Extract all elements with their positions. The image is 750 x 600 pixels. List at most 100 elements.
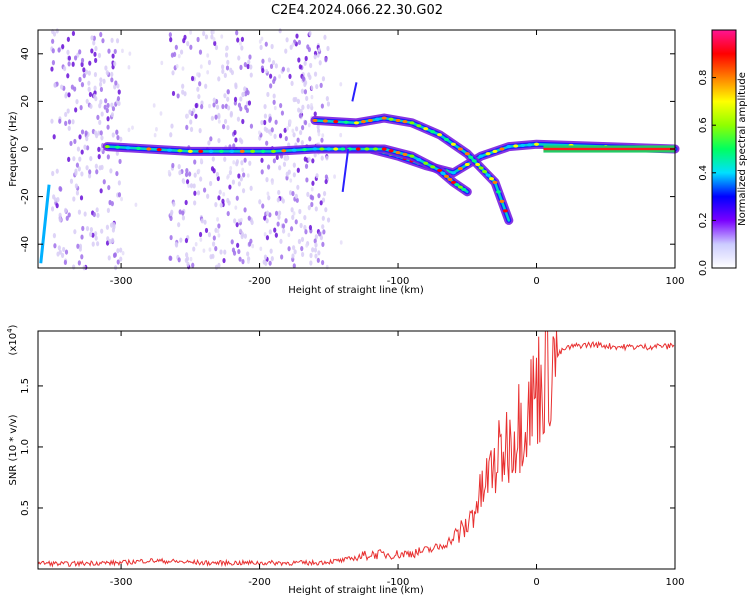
noise-speckle: [277, 189, 281, 196]
noise-speckle: [274, 119, 278, 125]
noise-speckle: [64, 249, 69, 255]
noise-speckle: [116, 135, 120, 141]
noise-speckle: [217, 137, 221, 144]
noise-speckle: [53, 197, 58, 203]
noise-speckle: [234, 205, 238, 210]
noise-speckle: [237, 218, 241, 223]
snr-y-tick-label: 1.5: [20, 378, 31, 394]
noise-speckle: [269, 131, 273, 136]
noise-speckle: [211, 241, 216, 247]
noise-speckle: [339, 132, 343, 138]
noise-speckle: [63, 259, 67, 266]
track-blob: [471, 159, 477, 163]
snr-scale-prefix: (x10: [8, 333, 19, 356]
snr-panel: -300 -200 -100 0 100 0.5 1.0 1.5 Height of str…: [6, 324, 685, 596]
noise-speckle: [181, 215, 186, 221]
noise-speckle: [55, 168, 59, 174]
noise-speckle: [231, 179, 235, 185]
noise-speckle: [98, 103, 102, 109]
noise-speckle: [192, 183, 196, 189]
noise-speckle: [217, 262, 221, 268]
noise-speckle: [96, 212, 100, 218]
noise-speckle: [223, 72, 227, 78]
noise-speckle: [299, 129, 303, 136]
noise-speckle: [99, 99, 103, 105]
noise-speckle: [321, 215, 325, 221]
noise-speckle: [219, 249, 223, 255]
edge-streak: [39, 184, 51, 264]
noise-speckle: [285, 37, 289, 43]
noise-speckle: [69, 178, 74, 184]
noise-speckle: [273, 227, 277, 233]
noise-speckle: [181, 210, 185, 216]
noise-speckle: [218, 189, 222, 195]
noise-speckle: [217, 233, 221, 238]
noise-speckle: [85, 98, 89, 104]
noise-speckle: [110, 112, 115, 118]
noise-speckle: [60, 252, 65, 258]
noise-speckle: [74, 107, 78, 113]
noise-speckle: [78, 246, 82, 252]
noise-speckle: [273, 76, 277, 82]
noise-speckle: [325, 264, 329, 270]
noise-speckle: [89, 103, 93, 109]
noise-speckle: [294, 96, 298, 103]
noise-speckle: [85, 225, 90, 232]
noise-speckle: [209, 254, 213, 260]
noise-speckle: [121, 250, 125, 256]
noise-speckle: [290, 80, 294, 87]
noise-speckle: [279, 102, 283, 109]
noise-speckle: [99, 86, 104, 93]
track-blob: [485, 152, 491, 156]
noise-speckle: [303, 89, 308, 95]
noise-speckle: [159, 111, 163, 116]
noise-speckle: [97, 130, 101, 136]
noise-speckle: [67, 61, 71, 67]
noise-speckle: [293, 249, 297, 255]
noise-speckle: [64, 111, 68, 118]
noise-speckle: [102, 78, 106, 84]
noise-speckle: [287, 246, 291, 252]
noise-speckle: [67, 119, 72, 125]
track-blob: [495, 190, 501, 194]
noise-speckle: [233, 96, 238, 103]
noise-speckle: [320, 137, 324, 143]
track-blob: [319, 147, 325, 151]
noise-speckle: [265, 235, 270, 241]
noise-speckle: [67, 92, 71, 98]
noise-speckle: [292, 211, 296, 216]
noise-speckle: [226, 89, 230, 95]
track-blob: [373, 147, 379, 151]
noise-speckle: [58, 212, 62, 218]
noise-speckle: [243, 86, 247, 92]
noise-speckle: [243, 61, 247, 68]
noise-speckle: [105, 107, 109, 114]
noise-speckle: [75, 162, 80, 168]
spectrogram-y-tick-label: 20: [20, 95, 31, 108]
noise-speckle: [67, 212, 71, 218]
noise-speckle: [235, 161, 239, 167]
spectrogram-y-label: Frequency (Hz): [8, 111, 19, 187]
noise-speckle: [170, 123, 174, 129]
track-blob: [360, 120, 366, 124]
noise-speckle: [190, 75, 195, 82]
noise-speckle: [88, 60, 92, 66]
noise-speckle: [223, 249, 227, 255]
noise-speckle: [239, 96, 243, 102]
noise-speckle: [116, 83, 120, 89]
noise-speckle: [193, 159, 197, 165]
noise-speckle: [91, 241, 95, 247]
snr-y-tick-label: 1.0: [20, 439, 31, 455]
noise-speckle: [194, 113, 198, 119]
noise-speckle: [263, 254, 268, 260]
noise-speckle: [263, 113, 268, 119]
noise-speckle: [226, 96, 230, 102]
noise-speckle: [87, 86, 91, 92]
track-blob: [416, 124, 422, 128]
noise-speckle: [262, 259, 266, 265]
noise-speckle: [300, 236, 305, 243]
track-blob: [409, 154, 415, 158]
noise-speckle: [82, 73, 86, 79]
track-blob: [423, 127, 429, 131]
noise-speckle: [96, 241, 100, 247]
